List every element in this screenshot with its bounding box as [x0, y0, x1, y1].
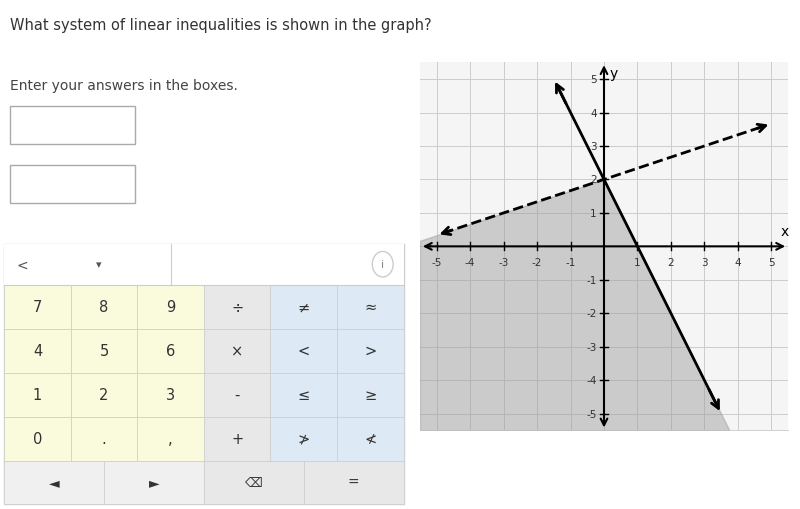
FancyBboxPatch shape	[4, 417, 70, 461]
Text: 9: 9	[166, 299, 175, 315]
Text: 1: 1	[634, 258, 641, 268]
Text: 3: 3	[701, 258, 708, 268]
Text: -3: -3	[498, 258, 509, 268]
FancyBboxPatch shape	[304, 461, 403, 504]
FancyBboxPatch shape	[204, 329, 270, 373]
FancyBboxPatch shape	[138, 329, 204, 373]
Text: ≯: ≯	[298, 431, 310, 446]
Text: -2: -2	[532, 258, 542, 268]
FancyBboxPatch shape	[70, 417, 138, 461]
Text: 4: 4	[734, 258, 741, 268]
FancyBboxPatch shape	[4, 329, 70, 373]
Text: 6: 6	[166, 344, 175, 358]
Text: ×: ×	[231, 344, 243, 358]
Text: 3: 3	[166, 387, 175, 402]
Text: 1: 1	[590, 209, 597, 218]
Text: ÷: ÷	[231, 299, 243, 315]
Text: What system of linear inequalities is shown in the graph?: What system of linear inequalities is sh…	[10, 18, 432, 33]
Text: 1: 1	[33, 387, 42, 402]
FancyBboxPatch shape	[337, 285, 403, 329]
FancyBboxPatch shape	[138, 417, 204, 461]
Text: Enter your answers in the boxes.: Enter your answers in the boxes.	[10, 79, 238, 93]
Text: -1: -1	[566, 258, 576, 268]
Text: +: +	[231, 431, 243, 446]
FancyBboxPatch shape	[4, 461, 104, 504]
FancyBboxPatch shape	[204, 373, 270, 417]
Text: 5: 5	[590, 75, 597, 85]
Text: 8: 8	[99, 299, 109, 315]
Text: -4: -4	[586, 376, 597, 385]
Text: ,: ,	[168, 431, 173, 446]
Text: -3: -3	[586, 342, 597, 352]
Text: 5: 5	[768, 258, 774, 268]
FancyBboxPatch shape	[104, 461, 204, 504]
FancyBboxPatch shape	[337, 329, 403, 373]
Text: 0: 0	[33, 431, 42, 446]
FancyBboxPatch shape	[337, 373, 403, 417]
Text: ≈: ≈	[364, 299, 376, 315]
Text: <: <	[298, 344, 310, 358]
Text: 2: 2	[99, 387, 109, 402]
Text: >: >	[364, 344, 376, 358]
Text: ≤: ≤	[298, 387, 310, 402]
FancyBboxPatch shape	[204, 461, 304, 504]
Text: ≮: ≮	[364, 431, 376, 446]
Text: -5: -5	[431, 258, 442, 268]
Text: ≥: ≥	[364, 387, 376, 402]
FancyBboxPatch shape	[70, 373, 138, 417]
Text: i: i	[381, 260, 384, 270]
Text: -5: -5	[586, 409, 597, 419]
Text: ▾: ▾	[96, 260, 102, 270]
FancyBboxPatch shape	[270, 373, 337, 417]
Text: 4: 4	[33, 344, 42, 358]
FancyBboxPatch shape	[138, 285, 204, 329]
Text: -4: -4	[465, 258, 475, 268]
Text: 7: 7	[33, 299, 42, 315]
FancyBboxPatch shape	[4, 373, 70, 417]
Text: .: .	[102, 431, 106, 446]
Text: 2: 2	[590, 175, 597, 185]
Text: 2: 2	[667, 258, 674, 268]
Text: <: <	[17, 258, 28, 272]
FancyBboxPatch shape	[4, 244, 403, 285]
Text: -1: -1	[586, 275, 597, 285]
Text: 3: 3	[590, 142, 597, 152]
FancyBboxPatch shape	[10, 107, 135, 145]
Text: x: x	[781, 224, 789, 239]
FancyBboxPatch shape	[337, 417, 403, 461]
FancyBboxPatch shape	[138, 373, 204, 417]
Text: -2: -2	[586, 308, 597, 319]
FancyBboxPatch shape	[270, 417, 337, 461]
Text: ≠: ≠	[298, 299, 310, 315]
Text: 5: 5	[99, 344, 109, 358]
FancyBboxPatch shape	[4, 285, 70, 329]
Text: 4: 4	[590, 108, 597, 118]
Text: ⌫: ⌫	[245, 476, 262, 489]
FancyBboxPatch shape	[204, 417, 270, 461]
Text: ►: ►	[149, 475, 159, 489]
FancyBboxPatch shape	[4, 244, 403, 504]
FancyBboxPatch shape	[10, 165, 135, 204]
FancyBboxPatch shape	[270, 285, 337, 329]
Text: =: =	[348, 475, 359, 489]
Text: -: -	[234, 387, 240, 402]
Text: y: y	[610, 67, 618, 80]
FancyBboxPatch shape	[70, 329, 138, 373]
FancyBboxPatch shape	[204, 285, 270, 329]
FancyBboxPatch shape	[70, 285, 138, 329]
FancyBboxPatch shape	[270, 329, 337, 373]
Text: ◄: ◄	[49, 475, 59, 489]
